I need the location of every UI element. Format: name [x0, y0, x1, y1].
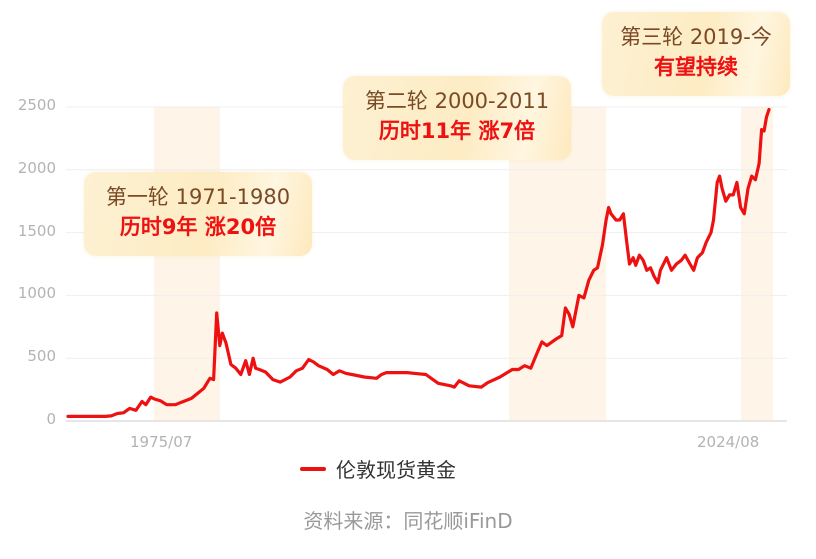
callout-title: 第三轮 2019-今: [620, 25, 772, 49]
y-tick-label: 2000: [17, 159, 56, 177]
legend-line-swatch-icon: [300, 466, 326, 471]
legend-label: 伦敦现货黄金: [336, 458, 456, 482]
y-tick-label: 0: [46, 410, 56, 428]
y-tick-label: 1000: [17, 284, 56, 302]
callout-title: 第一轮 1971-1980: [105, 185, 291, 209]
callout-highlight: 历时9年 涨20倍: [119, 215, 277, 239]
x-tick-label-end: 2024/08: [697, 433, 760, 451]
legend: 伦敦现货黄金: [300, 454, 456, 483]
y-tick-label: 500: [27, 347, 56, 365]
callout-third-cycle: 第三轮 2019-今 有望持续: [602, 12, 790, 96]
y-tick-label: 2500: [17, 96, 56, 114]
highlight-band: [741, 107, 773, 421]
callout-title: 第二轮 2000-2011: [364, 89, 550, 113]
highlight-band: [154, 107, 220, 421]
y-tick-label: 1500: [17, 222, 56, 240]
gridlines: [66, 106, 787, 422]
x-tick-label-start: 1975/07: [130, 433, 193, 451]
callout-highlight: 有望持续: [654, 55, 738, 79]
callout-highlight: 历时11年 涨7倍: [378, 119, 536, 143]
callout-second-cycle: 第二轮 2000-2011 历时11年 涨7倍: [343, 76, 571, 160]
gold-price-line: [66, 107, 771, 418]
callout-first-cycle: 第一轮 1971-1980 历时9年 涨20倍: [84, 172, 312, 256]
data-source-note: 资料来源：同花顺iFinD: [303, 509, 513, 533]
